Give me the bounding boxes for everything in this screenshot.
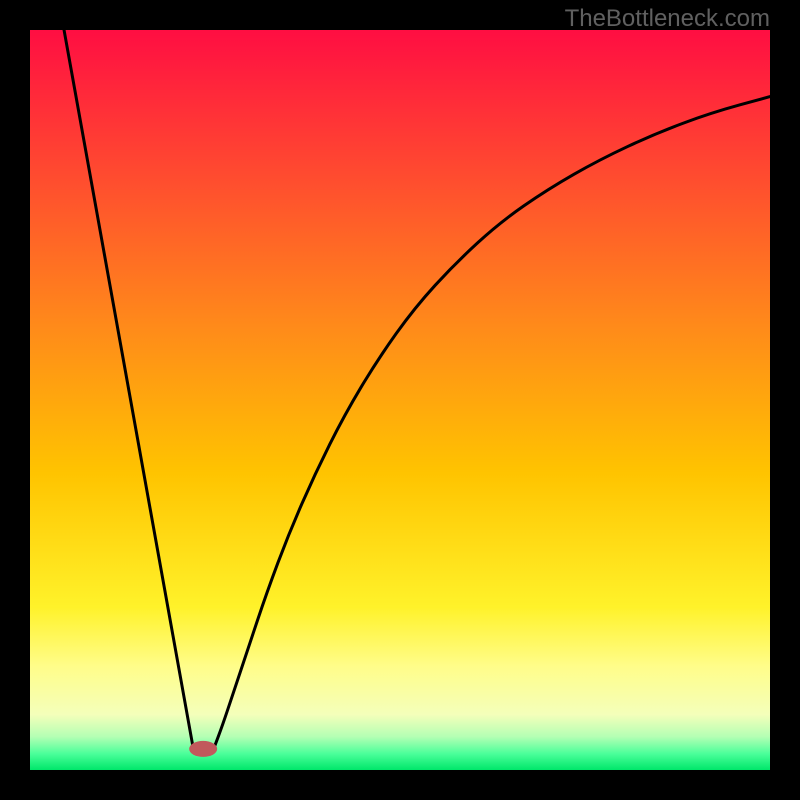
- bottleneck-chart: [0, 0, 800, 800]
- watermark-text: TheBottleneck.com: [565, 5, 770, 33]
- chart-container: TheBottleneck.com: [0, 0, 800, 800]
